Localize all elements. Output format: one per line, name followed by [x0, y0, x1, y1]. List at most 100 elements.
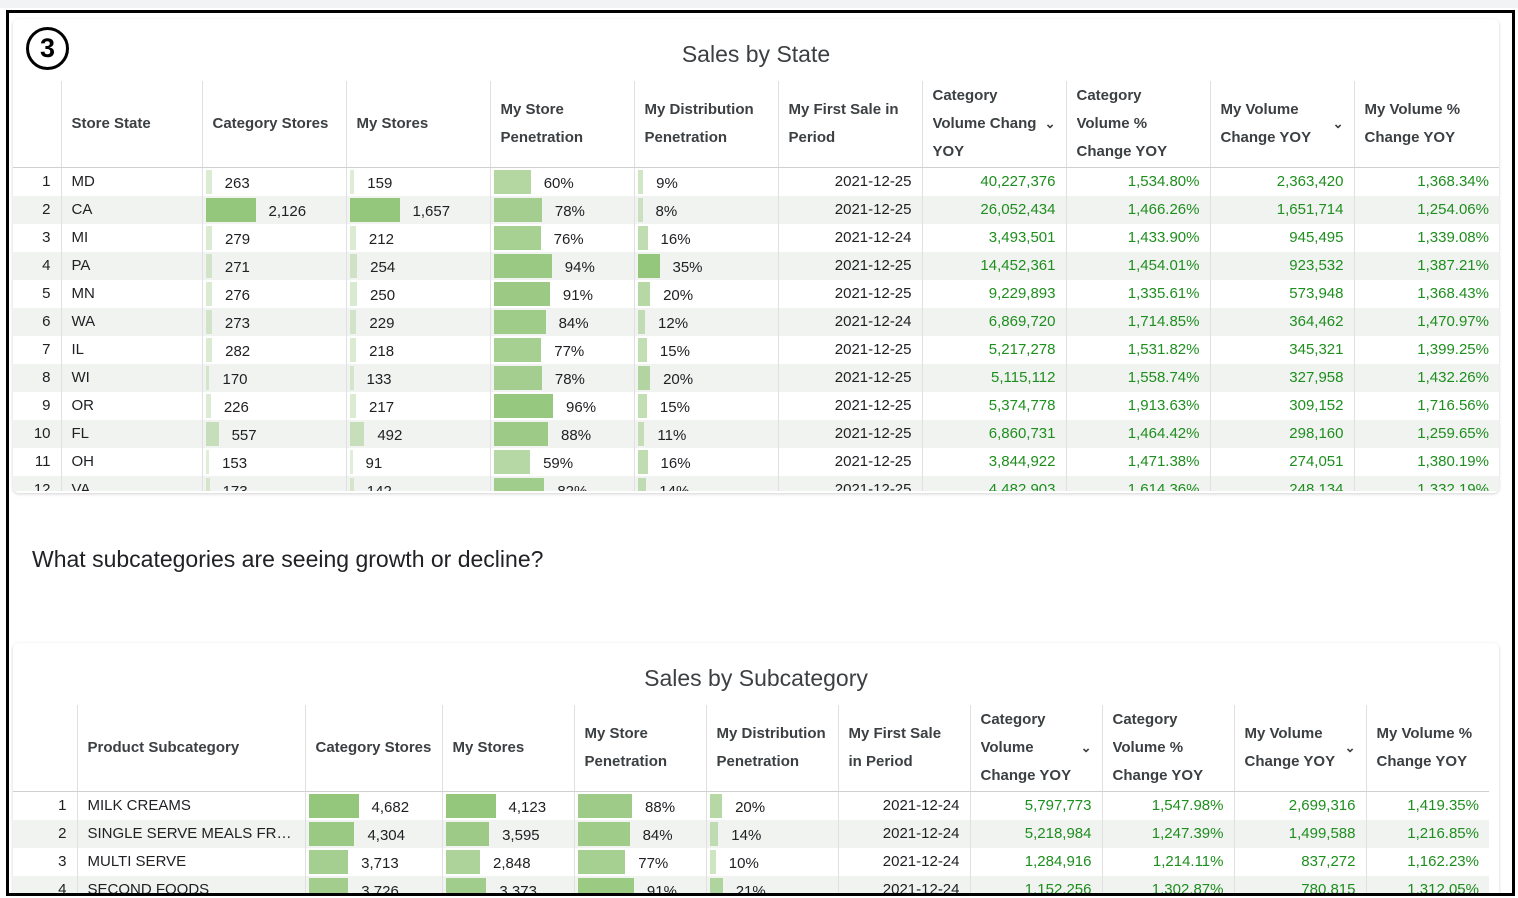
row-label: MI: [60, 223, 202, 252]
my-stores-value: 217: [369, 399, 395, 416]
my-volume-change: 1,651,714: [1209, 195, 1354, 224]
table-row[interactable]: 2 CA 2,126 1,657 78% 8% 2021-12-25 26,052,434 1,…: [13, 195, 1499, 224]
table-row[interactable]: 5 MN 276 250 91% 20% 2021-12-25 9,229,893 1,335.…: [13, 279, 1499, 308]
browser-top-strip: [0, 0, 1518, 8]
column-header[interactable]: Category Stores: [304, 705, 442, 792]
table-row[interactable]: 4 PA 271 254 94% 35% 2021-12-25 14,452,361 1,454…: [13, 251, 1499, 280]
category-stores-bar: [205, 477, 210, 491]
my-volume-change: 309,152: [1209, 391, 1354, 420]
table-row[interactable]: 10 FL 557 492 88% 11% 2021-12-25 6,860,731 1,464…: [13, 419, 1499, 448]
column-header-label: Category: [932, 86, 998, 104]
my-stores-bar: [349, 337, 357, 362]
store-penetration-value: 84%: [558, 315, 589, 332]
distribution-penetration: 20%: [633, 363, 778, 392]
first-sale-date: 2021-12-25: [777, 279, 922, 308]
category-volume-pct-change: 1,433.90%: [1065, 223, 1210, 252]
column-header[interactable]: My Distribution Penetration: [705, 705, 838, 792]
sort-chevron-icon[interactable]: ⌄: [1080, 739, 1092, 755]
column-header[interactable]: My Stores: [441, 705, 574, 792]
distribution-penetration-value: 10%: [728, 855, 759, 872]
column-header[interactable]: My Volume Change YOY ⌄: [1209, 81, 1354, 168]
column-header[interactable]: My Store Penetration: [489, 81, 634, 168]
store-penetration: 76%: [489, 223, 634, 252]
category-stores-bar: [308, 821, 355, 846]
my-volume-change: 780,815: [1233, 875, 1366, 893]
my-volume-change: 837,272: [1233, 847, 1366, 876]
column-header[interactable]: My Stores: [345, 81, 490, 168]
table-row[interactable]: 9 OR 226 217 96% 15% 2021-12-25 5,374,778 1,913.…: [13, 391, 1499, 420]
store-penetration-value: 96%: [566, 399, 597, 416]
column-header-label: My First Sale: [848, 724, 942, 742]
table-row[interactable]: 8 WI 170 133 78% 20% 2021-12-25 5,115,112 1,558.…: [13, 363, 1499, 392]
row-number: 6: [13, 307, 61, 336]
distribution-penetration-value: 9%: [656, 175, 678, 192]
store-penetration-bar: [493, 309, 546, 334]
table-row[interactable]: 2 SINGLE SERVE MEALS FR… 4,304 3,595 84% 14% 2…: [13, 819, 1489, 848]
category-volume-pct-change: 1,247.39%: [1101, 819, 1234, 848]
distribution-penetration: 14%: [633, 475, 778, 491]
row-label: MN: [60, 279, 202, 308]
step-badge: 3: [26, 27, 69, 70]
column-header[interactable]: My Store Penetration: [573, 705, 706, 792]
sort-chevron-icon[interactable]: ⌄: [1344, 739, 1356, 755]
column-header[interactable]: Category Volume Change YOY ⌄: [969, 705, 1102, 792]
first-sale-date: 2021-12-24: [837, 819, 970, 848]
distribution-penetration-bar: [637, 225, 648, 250]
category-volume-change: 14,452,361: [921, 251, 1066, 280]
table-row[interactable]: 7 IL 282 218 77% 15% 2021-12-25 5,217,278 1,531.…: [13, 335, 1499, 364]
category-volume-pct-change: 1,335.61%: [1065, 279, 1210, 308]
distribution-penetration-value: 21%: [735, 883, 766, 896]
category-stores-bar: [308, 849, 349, 874]
my-volume-pct-change: 1,380.19%: [1353, 447, 1499, 476]
table-row[interactable]: 1 MILK CREAMS 4,682 4,123 88% 20% 2021-12-24 5,…: [13, 791, 1489, 820]
table-row[interactable]: 6 WA 273 229 84% 12% 2021-12-24 6,869,720 1,714.…: [13, 307, 1499, 336]
distribution-penetration-bar: [709, 877, 723, 893]
my-stores: 2,848: [441, 847, 574, 876]
row-label: SINGLE SERVE MEALS FR…: [76, 819, 305, 848]
row-number-header: [13, 81, 61, 168]
column-header[interactable]: Product Subcategory: [76, 705, 305, 792]
store-penetration-bar: [493, 225, 541, 250]
table-row[interactable]: 3 MULTI SERVE 3,713 2,848 77% 10% 2021-12-24 1,…: [13, 847, 1489, 876]
category-stores-value: 4,682: [371, 799, 410, 816]
store-penetration-value: 91%: [646, 883, 677, 896]
column-header-label: Change YOY: [1244, 752, 1336, 770]
column-header-label: Change YOY: [1112, 766, 1204, 784]
category-stores-value: 153: [222, 455, 248, 472]
column-header[interactable]: Store State: [60, 81, 202, 168]
my-volume-change: 945,495: [1209, 223, 1354, 252]
row-number: 2: [13, 195, 61, 224]
table-row[interactable]: 3 MI 279 212 76% 16% 2021-12-24 3,493,501 1,433.…: [13, 223, 1499, 252]
category-stores-bar: [205, 365, 210, 390]
distribution-penetration: 9%: [633, 167, 778, 196]
first-sale-date: 2021-12-25: [777, 419, 922, 448]
column-header[interactable]: Category Stores: [201, 81, 346, 168]
column-header[interactable]: Category Volume % Change YOY: [1065, 81, 1210, 168]
column-header-label: My Volume: [1220, 100, 1299, 118]
table-row[interactable]: 1 MD 263 159 60% 9% 2021-12-25 40,227,376 1,534.…: [13, 167, 1499, 196]
table-row[interactable]: 11 OH 153 91 59% 16% 2021-12-25 3,844,922 1,471.…: [13, 447, 1499, 476]
column-header[interactable]: My Volume % Change YOY: [1365, 705, 1489, 792]
store-penetration-bar: [577, 793, 633, 818]
column-header[interactable]: My Volume Change YOY ⌄: [1233, 705, 1366, 792]
my-volume-change: 248,134: [1209, 475, 1354, 491]
row-label: VA: [60, 475, 202, 491]
column-header-label: Change YOY: [1220, 128, 1312, 146]
store-penetration: 84%: [573, 819, 706, 848]
column-header[interactable]: Category Volume Chang YOY ⌄: [921, 81, 1066, 168]
column-header[interactable]: My Distribution Penetration: [633, 81, 778, 168]
column-header[interactable]: My Volume % Change YOY: [1353, 81, 1499, 168]
table-row[interactable]: 4 SECOND FOODS 3,726 3,373 91% 21% 2021-12-24 1…: [13, 875, 1489, 896]
category-volume-pct-change: 1,534.80%: [1065, 167, 1210, 196]
store-penetration-value: 82%: [501, 483, 587, 491]
sort-chevron-icon[interactable]: ⌄: [1044, 115, 1056, 131]
category-stores: 153: [201, 447, 346, 476]
category-stores: 173: [201, 475, 346, 491]
column-header[interactable]: My First Sale in Period: [837, 705, 970, 792]
column-header[interactable]: My First Sale in Period: [777, 81, 922, 168]
sort-chevron-icon[interactable]: ⌄: [1332, 115, 1344, 131]
distribution-penetration: 14%: [705, 819, 838, 848]
column-header[interactable]: Category Volume % Change YOY: [1101, 705, 1234, 792]
first-sale-date: 2021-12-25: [777, 447, 922, 476]
